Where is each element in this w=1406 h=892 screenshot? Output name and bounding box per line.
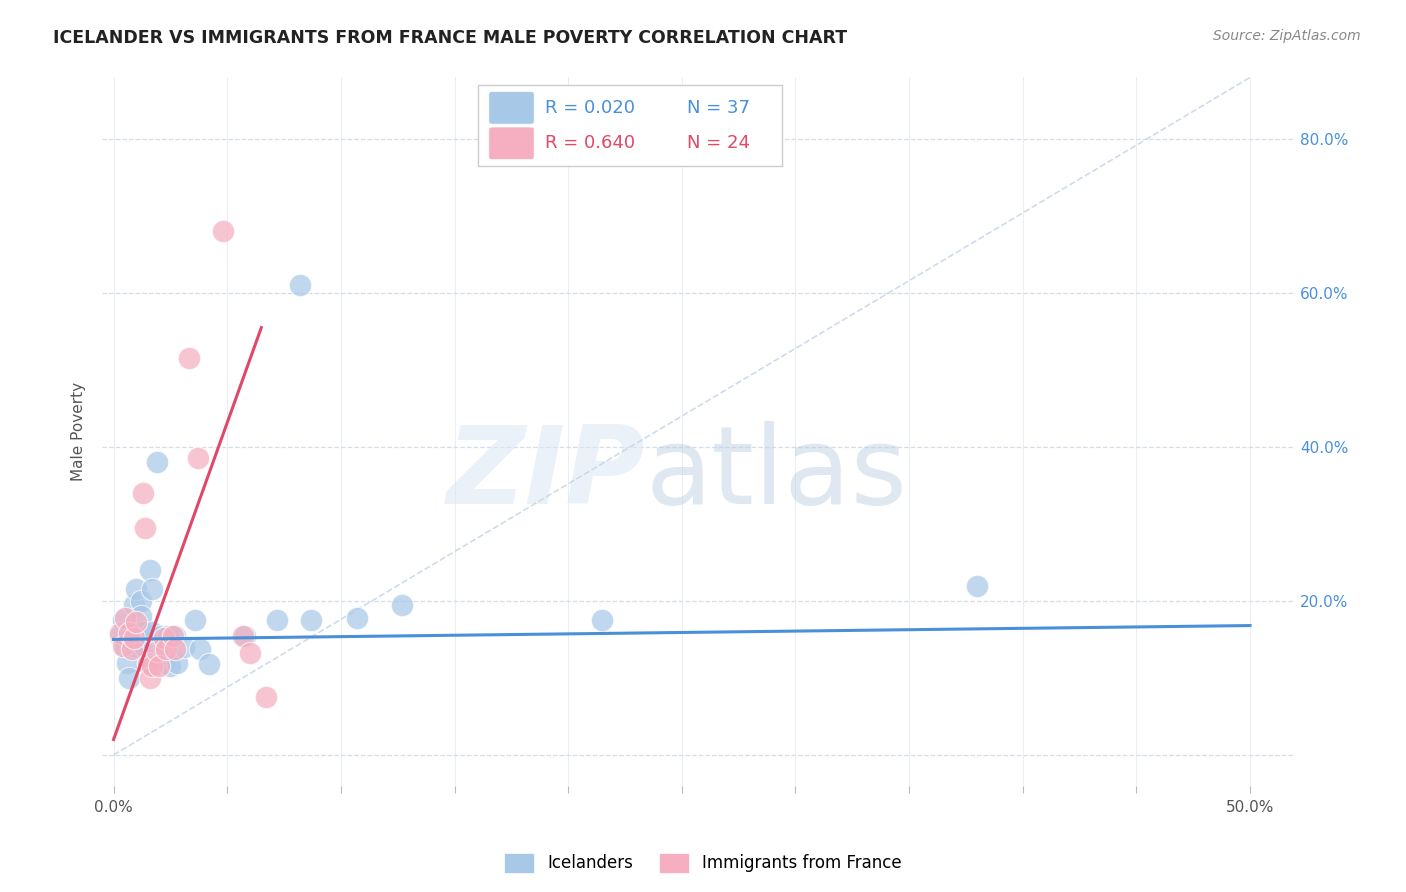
Point bbox=[134, 640, 156, 654]
Point bbox=[139, 671, 162, 685]
Point bbox=[173, 640, 195, 654]
Point bbox=[188, 641, 211, 656]
Point bbox=[152, 631, 174, 645]
Point bbox=[184, 613, 207, 627]
Point bbox=[239, 646, 262, 660]
Point bbox=[111, 639, 134, 653]
Point bbox=[122, 598, 145, 612]
Text: ZIP: ZIP bbox=[447, 421, 645, 527]
Point bbox=[121, 641, 143, 656]
Text: R = 0.640: R = 0.640 bbox=[546, 135, 636, 153]
Point bbox=[162, 629, 184, 643]
Point bbox=[288, 278, 311, 293]
Point bbox=[125, 640, 148, 654]
Point bbox=[114, 611, 136, 625]
Point bbox=[591, 613, 613, 627]
Text: N = 37: N = 37 bbox=[688, 99, 749, 117]
Point bbox=[125, 615, 148, 630]
Point bbox=[141, 582, 163, 597]
Point bbox=[187, 451, 209, 466]
Point bbox=[235, 629, 257, 643]
Point bbox=[136, 657, 159, 671]
Point bbox=[211, 224, 233, 238]
Point bbox=[266, 613, 288, 627]
Point bbox=[159, 659, 181, 673]
Point bbox=[136, 656, 159, 670]
Point bbox=[145, 455, 167, 469]
Point bbox=[118, 671, 141, 685]
FancyBboxPatch shape bbox=[478, 85, 782, 166]
Point bbox=[125, 582, 148, 597]
Point bbox=[111, 613, 134, 627]
Point bbox=[129, 594, 152, 608]
Point bbox=[152, 640, 174, 654]
Point bbox=[966, 578, 988, 592]
Point bbox=[198, 657, 221, 671]
Point bbox=[129, 609, 152, 624]
Point bbox=[141, 659, 163, 673]
Point bbox=[114, 640, 136, 654]
Point bbox=[132, 624, 155, 639]
Point bbox=[152, 656, 174, 670]
FancyBboxPatch shape bbox=[489, 127, 534, 160]
Point bbox=[122, 631, 145, 645]
Point bbox=[134, 521, 156, 535]
Point bbox=[148, 659, 170, 673]
Point bbox=[118, 632, 141, 647]
FancyBboxPatch shape bbox=[489, 92, 534, 124]
Point bbox=[110, 626, 132, 640]
Point bbox=[150, 629, 173, 643]
Point bbox=[132, 486, 155, 500]
Point bbox=[391, 598, 413, 612]
Text: atlas: atlas bbox=[645, 421, 907, 527]
Point bbox=[299, 613, 322, 627]
Point bbox=[177, 351, 200, 366]
Point bbox=[254, 690, 277, 705]
Point bbox=[163, 641, 186, 656]
Y-axis label: Male Poverty: Male Poverty bbox=[72, 382, 86, 481]
Point bbox=[157, 629, 180, 643]
Point bbox=[141, 624, 163, 639]
Point bbox=[110, 629, 132, 643]
Text: ICELANDER VS IMMIGRANTS FROM FRANCE MALE POVERTY CORRELATION CHART: ICELANDER VS IMMIGRANTS FROM FRANCE MALE… bbox=[53, 29, 848, 47]
Point bbox=[163, 629, 186, 643]
Text: R = 0.020: R = 0.020 bbox=[546, 99, 636, 117]
Point bbox=[232, 629, 254, 643]
Point bbox=[166, 656, 188, 670]
Point bbox=[145, 644, 167, 658]
Legend: Icelanders, Immigrants from France: Icelanders, Immigrants from France bbox=[498, 847, 908, 880]
Point bbox=[115, 656, 138, 670]
Point bbox=[139, 563, 162, 577]
Point bbox=[346, 611, 368, 625]
Point bbox=[155, 641, 177, 656]
Text: Source: ZipAtlas.com: Source: ZipAtlas.com bbox=[1213, 29, 1361, 44]
Point bbox=[118, 626, 141, 640]
Text: N = 24: N = 24 bbox=[688, 135, 749, 153]
